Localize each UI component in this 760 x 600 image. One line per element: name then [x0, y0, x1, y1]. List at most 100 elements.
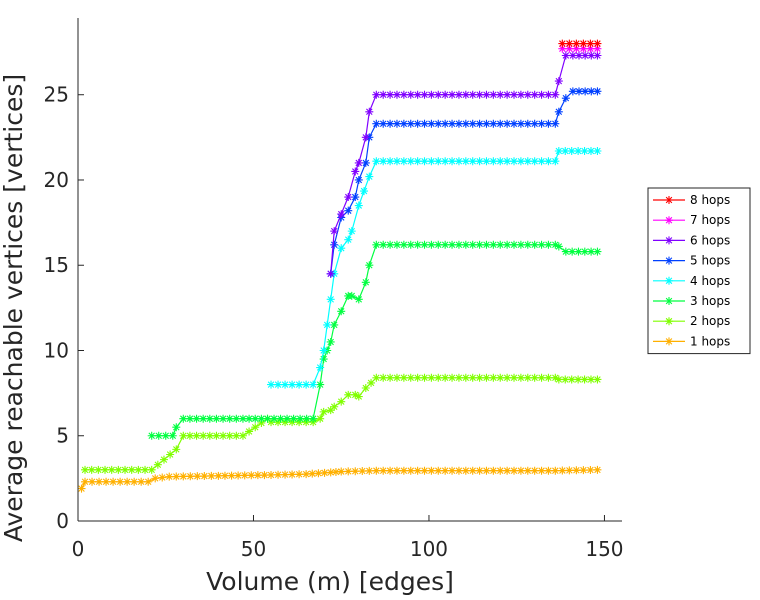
data-point-1-hops — [234, 471, 243, 480]
data-point-6-hops — [575, 51, 584, 60]
y-tick-label: 5 — [56, 424, 69, 448]
data-point-6-hops — [568, 51, 577, 60]
data-point-4-hops — [344, 235, 353, 244]
data-point-1-hops — [123, 477, 132, 486]
data-point-1-hops — [392, 466, 401, 475]
data-point-5-hops — [379, 119, 388, 128]
data-point-3-hops — [147, 431, 156, 440]
data-point-1-hops — [344, 467, 353, 476]
data-point-3-hops — [354, 295, 363, 304]
data-point-1-hops — [413, 466, 422, 475]
series-6-hops — [326, 51, 602, 278]
data-point-4-hops — [489, 157, 498, 166]
data-point-3-hops — [516, 240, 525, 249]
data-point-2-hops — [121, 465, 130, 474]
data-point-2-hops — [386, 373, 395, 382]
data-point-4-hops — [482, 157, 491, 166]
series-1-hops — [77, 465, 602, 493]
data-point-3-hops — [326, 337, 335, 346]
data-point-2-hops — [537, 373, 546, 382]
data-point-2-hops — [516, 373, 525, 382]
data-point-1-hops — [523, 466, 532, 475]
data-point-3-hops — [283, 414, 292, 423]
y-tick-label: 10 — [44, 338, 69, 362]
data-point-5-hops — [530, 119, 539, 128]
data-point-2-hops — [147, 465, 156, 474]
data-point-2-hops — [406, 373, 415, 382]
data-point-1-hops — [427, 466, 436, 475]
data-point-3-hops — [468, 240, 477, 249]
data-point-4-hops — [441, 157, 450, 166]
data-point-3-hops — [361, 278, 370, 287]
data-point-1-hops — [267, 470, 276, 479]
legend: 8 hops 7 hops 6 hops 5 hops 4 hops 3 hops 2 ho… — [647, 187, 751, 355]
data-point-4-hops — [360, 187, 369, 196]
legend-marker — [665, 256, 673, 265]
data-point-5-hops — [392, 119, 401, 128]
data-point-3-hops — [593, 247, 602, 256]
data-point-4-hops — [302, 380, 311, 389]
data-point-2-hops — [319, 407, 328, 416]
data-point-6-hops — [530, 90, 539, 99]
data-point-6-hops — [434, 90, 443, 99]
data-point-3-hops — [172, 423, 181, 432]
data-point-3-hops — [574, 247, 583, 256]
data-point-1-hops — [308, 469, 317, 478]
data-point-6-hops — [337, 210, 346, 219]
data-point-2-hops — [580, 375, 589, 384]
data-point-2-hops — [392, 373, 401, 382]
data-point-2-hops — [441, 373, 450, 382]
data-point-5-hops — [351, 193, 360, 202]
data-point-2-hops — [274, 418, 283, 427]
data-point-4-hops — [347, 227, 356, 236]
series-5-hops — [326, 87, 602, 278]
data-point-1-hops — [77, 484, 86, 493]
data-point-6-hops — [468, 90, 477, 99]
data-point-6-hops — [406, 90, 415, 99]
data-point-1-hops — [516, 466, 525, 475]
data-point-2-hops — [192, 431, 201, 440]
data-point-1-hops — [461, 466, 470, 475]
legend-label: 4 hops — [690, 274, 730, 288]
data-point-1-hops — [193, 472, 202, 481]
legend-marker — [665, 216, 673, 225]
data-point-5-hops — [344, 206, 353, 215]
data-point-5-hops — [361, 158, 370, 167]
x-tick-label: 50 — [241, 537, 266, 561]
data-point-2-hops — [461, 373, 470, 382]
data-point-3-hops — [386, 240, 395, 249]
data-point-5-hops — [475, 119, 484, 128]
data-point-6-hops — [326, 269, 335, 278]
data-point-2-hops — [367, 378, 376, 387]
data-point-2-hops — [127, 465, 136, 474]
legend-label: 5 hops — [690, 254, 730, 268]
legend-item-4-hops: 4 hops — [653, 274, 730, 288]
data-point-2-hops — [503, 373, 512, 382]
data-point-1-hops — [358, 467, 367, 476]
data-point-1-hops — [144, 477, 153, 486]
data-point-7-hops — [586, 44, 595, 53]
data-point-4-hops — [323, 320, 332, 329]
data-point-3-hops — [427, 240, 436, 249]
data-point-5-hops — [587, 87, 596, 96]
data-point-5-hops — [537, 119, 546, 128]
x-tick-label: 0 — [72, 537, 85, 561]
data-point-2-hops — [399, 373, 408, 382]
data-point-2-hops — [219, 431, 228, 440]
data-point-4-hops — [523, 157, 532, 166]
data-point-1-hops — [137, 477, 146, 486]
data-point-5-hops — [581, 87, 590, 96]
data-point-2-hops — [372, 373, 381, 382]
data-point-2-hops — [344, 390, 353, 399]
data-point-4-hops — [554, 146, 563, 155]
data-point-8-hops — [586, 39, 595, 48]
data-point-2-hops — [554, 375, 563, 384]
data-point-1-hops — [253, 471, 262, 480]
data-point-2-hops — [185, 431, 194, 440]
legend-item-6-hops: 6 hops — [653, 233, 730, 247]
data-point-1-hops — [109, 477, 118, 486]
data-point-3-hops — [561, 247, 570, 256]
data-point-4-hops — [530, 157, 539, 166]
data-point-2-hops — [351, 390, 360, 399]
data-point-1-hops — [220, 471, 229, 480]
